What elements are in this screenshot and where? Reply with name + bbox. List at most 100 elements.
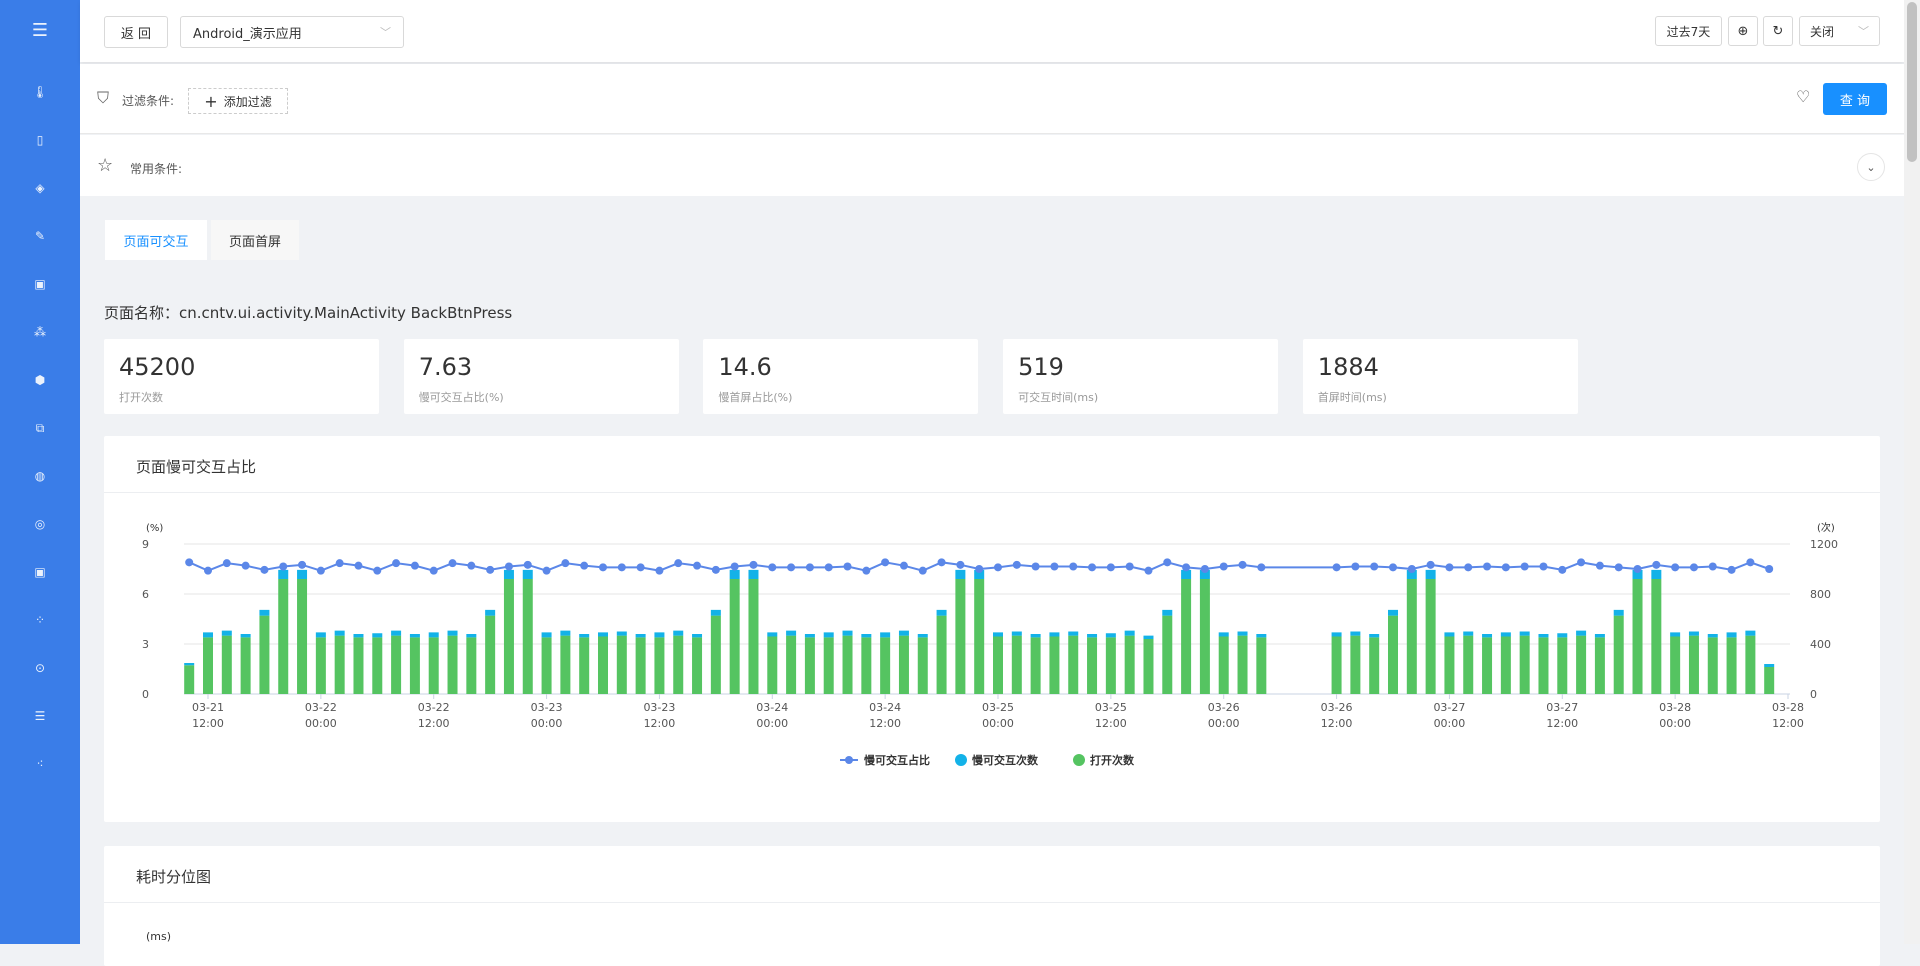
bar-open-count (692, 637, 703, 694)
percentile-title: 耗时分位图 (136, 868, 212, 886)
image-icon[interactable]: ▣ (34, 277, 46, 291)
bar-slow-count (1369, 634, 1380, 638)
bar-slow-count (1199, 569, 1210, 579)
scrollbar[interactable] (1904, 0, 1920, 944)
bar-open-count (974, 579, 985, 694)
ratio-point (467, 561, 476, 570)
close-select[interactable]: 关闭 ﹀ (1799, 16, 1880, 46)
close-select-value: 关闭 (1810, 24, 1835, 39)
ratio-point (1558, 565, 1567, 574)
network-icon[interactable]: ⧉ (35, 421, 45, 435)
picture-icon[interactable]: ▣ (34, 565, 46, 579)
bar-open-count (203, 637, 213, 694)
mobile-icon[interactable]: ▯ (36, 133, 44, 147)
bar-open-count (616, 635, 627, 694)
bar-open-count (1726, 637, 1737, 694)
chevron-down-icon: ﹀ (380, 26, 391, 39)
x-tick-time: 00:00 (756, 717, 788, 730)
list-settings-icon[interactable]: ☰ (34, 709, 46, 723)
tab-page-interactive[interactable]: 页面可交互 (105, 220, 207, 260)
bar-slow-count (1764, 664, 1775, 667)
bar-open-count (1199, 579, 1210, 694)
bar-slow-count (485, 609, 496, 616)
bar-slow-count (917, 634, 928, 638)
bar-slow-count (1181, 569, 1192, 579)
bar-slow-count (861, 634, 872, 638)
bar-open-count (1237, 635, 1248, 694)
bar-slow-count (1049, 632, 1060, 637)
bar-slow-count (221, 630, 232, 636)
ratio-point (1689, 563, 1698, 572)
target-icon[interactable]: ◎ (34, 517, 46, 531)
bar-open-count (880, 637, 891, 694)
star-icon[interactable]: ☆ (97, 155, 114, 176)
bar-slow-count (823, 632, 834, 638)
ratio-point (1332, 563, 1341, 572)
legend-slow: 慢可交互次数 (972, 753, 1039, 767)
percentile-unit: (ms) (146, 930, 172, 943)
bar-open-count (823, 637, 834, 694)
app-select[interactable]: Android_演示应用 ﹀ (180, 16, 404, 48)
heart-icon[interactable]: ♡ (1796, 87, 1811, 106)
x-tick-date: 03-22 (418, 701, 450, 714)
bar-slow-count (616, 631, 627, 636)
edit-icon[interactable]: ✎ (34, 229, 46, 243)
ratio-point (1144, 566, 1153, 575)
bar-slow-count (1726, 632, 1737, 638)
shield-icon[interactable]: ◈ (35, 181, 45, 195)
bar-slow-count (1256, 634, 1267, 638)
bar-slow-count (1482, 634, 1493, 638)
bar-slow-count (1425, 569, 1436, 579)
ratio-point (1163, 558, 1172, 567)
back-button[interactable]: 返 回 (104, 16, 168, 48)
bar-slow-count (654, 632, 665, 638)
globe-icon[interactable]: ◍ (34, 469, 46, 483)
bar-slow-count (1162, 609, 1173, 616)
bar-open-count (1049, 636, 1060, 694)
time-range-button[interactable]: 过去7天 (1655, 16, 1722, 46)
bar-open-count (334, 635, 345, 694)
bar-slow-count (541, 632, 552, 638)
refresh-icon[interactable]: ↻ (1763, 16, 1793, 46)
bar-slow-count (1105, 633, 1116, 638)
x-tick-time: 12:00 (1321, 717, 1353, 730)
menu-fold-icon[interactable]: ☰ (31, 20, 49, 41)
ratio-point (1088, 563, 1097, 572)
share-icon[interactable]: ⁘ (34, 613, 46, 627)
dots-icon[interactable]: ⁖ (36, 757, 44, 771)
bar-open-count (1256, 637, 1267, 694)
bar-open-count (1030, 637, 1041, 694)
x-tick-time: 00:00 (1659, 717, 1691, 730)
ratio-point (843, 562, 852, 571)
bar-open-count (955, 579, 966, 694)
bar-slow-count (1538, 634, 1549, 638)
bar-open-count (1594, 637, 1605, 694)
nodes-icon[interactable]: ⁂ (34, 325, 46, 339)
add-filter-button[interactable]: + 添加过滤 (188, 88, 288, 114)
bar-slow-count (804, 634, 815, 638)
ratio-point (1069, 562, 1078, 571)
scrollbar-thumb[interactable] (1907, 2, 1917, 162)
lock-icon[interactable]: ⊙ (34, 661, 46, 675)
stat-value: 7.63 (418, 353, 473, 381)
bar-open-count (936, 615, 947, 694)
x-tick-date: 03-21 (192, 701, 224, 714)
settings-icon[interactable]: ⬢ (34, 373, 46, 387)
bar-open-count (1105, 637, 1116, 694)
query-button[interactable]: 查 询 (1823, 83, 1887, 115)
thermometer-icon[interactable]: 🌡 (32, 85, 48, 99)
bar-open-count (898, 635, 909, 694)
ratio-point (448, 559, 457, 568)
tab-page-first-screen[interactable]: 页面首屏 (211, 220, 299, 260)
bar-slow-count (560, 630, 571, 636)
bar-open-count (1613, 615, 1624, 694)
zoom-in-icon[interactable]: ⊕ (1728, 16, 1758, 46)
bar-slow-count (767, 632, 778, 637)
ratio-point (410, 561, 419, 570)
bar-open-count (278, 579, 289, 694)
slow-interactive-chart-card: 页面慢可交互占比 0 0 3 400 6 800 9 1200 (%) (次) 03-21 12:00… (104, 436, 1880, 822)
ratio-point (899, 561, 908, 570)
ratio-point (693, 561, 702, 570)
bar-open-count (1482, 637, 1493, 694)
expand-chevron-icon[interactable]: ⌄ (1857, 153, 1885, 181)
